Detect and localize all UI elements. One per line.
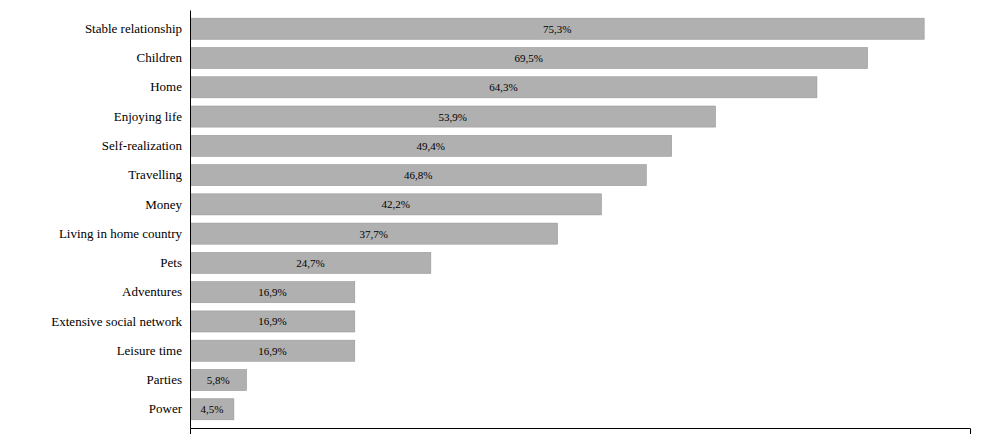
- x-axis-line: [191, 429, 971, 435]
- plot: 75,3% 69,5% 64,3% 53,9% 49,4% 46,8% 42,2% 37,7%…: [51, 11, 970, 435]
- data-label: 24,7%: [296, 257, 324, 269]
- y-tick-label: Leisure time: [117, 343, 183, 358]
- y-axis-line: [190, 11, 191, 429]
- y-tick-label: Adventures: [122, 284, 182, 299]
- y-tick: Extensive social network: [51, 314, 190, 329]
- y-tick-label: Travelling: [128, 167, 182, 182]
- bar: [190, 399, 234, 420]
- y-tick-label: Parties: [147, 372, 182, 387]
- y-tick: Parties: [147, 372, 190, 387]
- data-label: 64,3%: [489, 81, 517, 93]
- data-label: 46,8%: [404, 169, 432, 181]
- y-tick-label: Living in home country: [59, 226, 183, 241]
- data-label: 69,5%: [515, 52, 543, 64]
- data-label: 5,8%: [207, 374, 230, 386]
- y-tick: Money: [145, 197, 190, 212]
- y-tick-label: Enjoying life: [114, 109, 182, 124]
- data-label: 4,5%: [200, 403, 223, 415]
- y-tick-label: Extensive social network: [51, 314, 182, 329]
- chart: 75,3% 69,5% 64,3% 53,9% 49,4% 46,8% 42,2% 37,7%…: [0, 0, 990, 448]
- data-label: 37,7%: [360, 228, 388, 240]
- data-label: 53,9%: [439, 111, 467, 123]
- y-tick-label: Children: [137, 50, 183, 65]
- bar: [190, 252, 431, 273]
- y-tick: Children: [137, 50, 191, 65]
- y-tick: Stable relationship: [85, 21, 190, 36]
- y-tick: Enjoying life: [114, 109, 190, 124]
- y-tick-label: Money: [145, 197, 182, 212]
- bar: [190, 47, 868, 68]
- y-tick: Self-realization: [102, 138, 190, 153]
- y-tick-label: Home: [150, 79, 182, 94]
- data-label: 42,2%: [382, 198, 410, 210]
- data-label: 16,9%: [258, 286, 286, 298]
- y-tick: Travelling: [128, 167, 190, 182]
- bar: [190, 223, 558, 244]
- y-tick: Adventures: [122, 284, 190, 299]
- y-tick: Living in home country: [59, 226, 190, 241]
- x-axis: [191, 429, 971, 435]
- data-labels: 75,3% 69,5% 64,3% 53,9% 49,4% 46,8% 42,2% 37,7%…: [200, 23, 571, 416]
- y-tick-label: Power: [149, 401, 183, 416]
- y-tick: Leisure time: [117, 343, 190, 358]
- data-label: 75,3%: [543, 23, 571, 35]
- bar: [190, 18, 924, 39]
- bar: [190, 194, 601, 215]
- y-tick: Power: [149, 401, 190, 416]
- bar: [190, 340, 355, 361]
- bar: [190, 165, 646, 186]
- data-label: 49,4%: [417, 140, 445, 152]
- y-tick-label: Stable relationship: [85, 21, 182, 36]
- bar: [190, 77, 817, 98]
- y-axis: Stable relationship Children Home Enjoying …: [51, 11, 190, 429]
- y-tick: Pets: [160, 255, 190, 270]
- bar: [190, 369, 247, 390]
- data-label: 16,9%: [258, 315, 286, 327]
- bar: [190, 135, 672, 156]
- y-tick-label: Pets: [160, 255, 182, 270]
- bar: [190, 311, 355, 332]
- bar: [190, 106, 716, 127]
- y-tick-label: Self-realization: [102, 138, 183, 153]
- bar: [190, 282, 355, 303]
- data-label: 16,9%: [258, 345, 286, 357]
- y-tick: Home: [150, 79, 190, 94]
- bars: [190, 18, 924, 420]
